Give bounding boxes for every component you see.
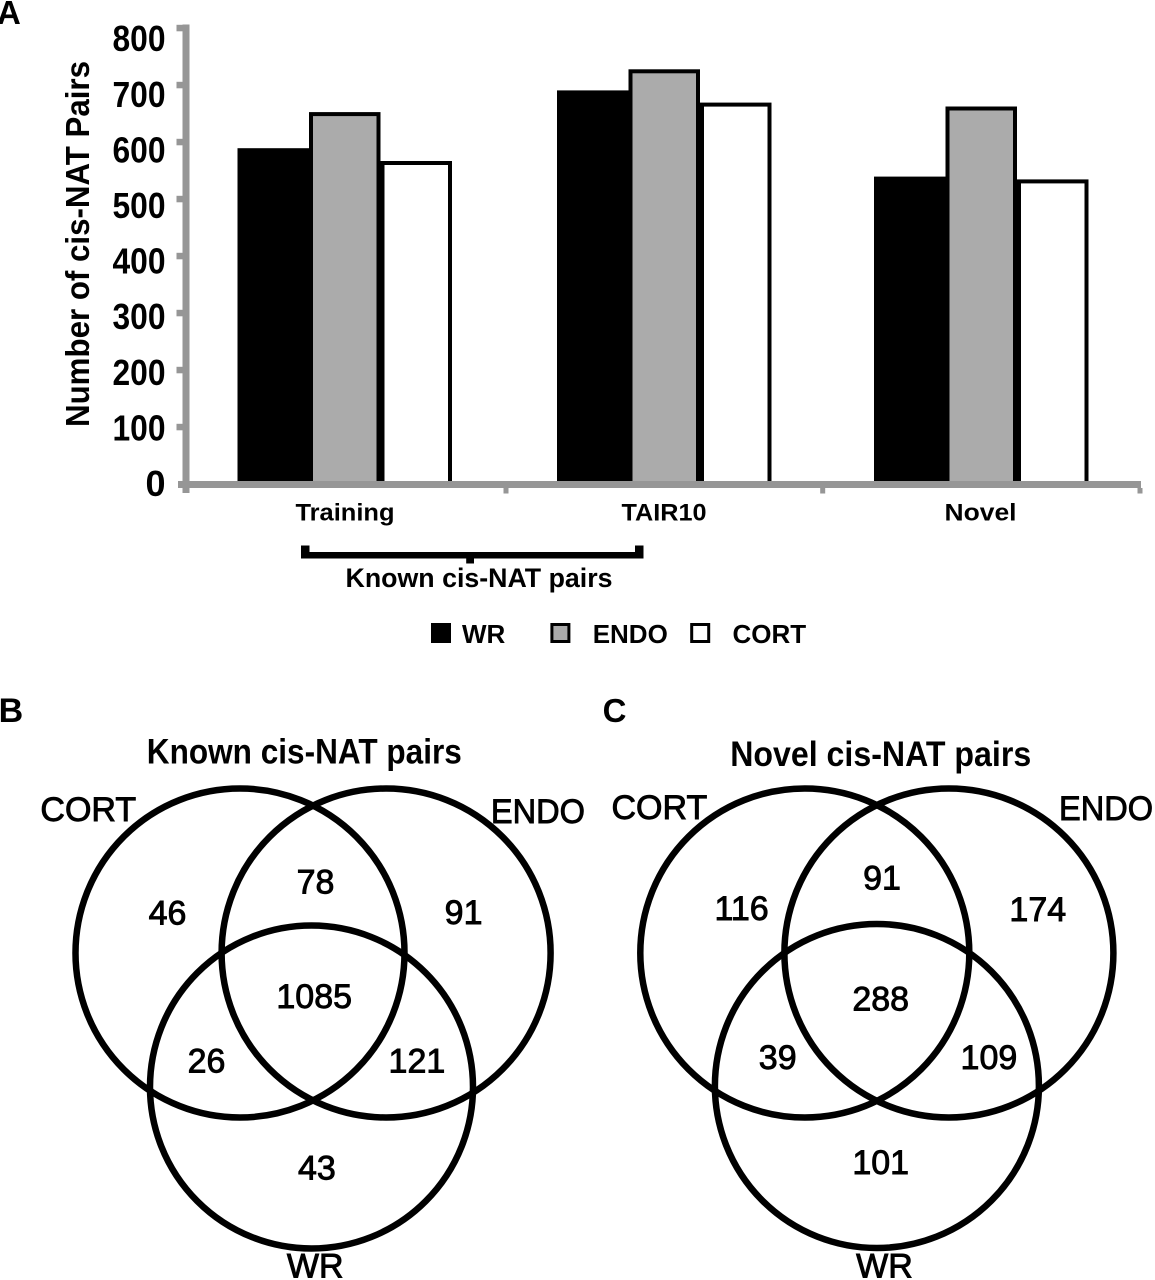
svg-text:Training: Training [296, 500, 395, 527]
svg-text:Number of cis-NAT Pairs: Number of cis-NAT Pairs [59, 61, 96, 427]
svg-text:101: 101 [852, 1144, 909, 1182]
svg-text:116: 116 [714, 890, 768, 928]
svg-text:200: 200 [113, 352, 166, 393]
svg-text:B: B [0, 692, 23, 730]
svg-text:C: C [603, 692, 627, 729]
svg-text:1085: 1085 [276, 978, 352, 1016]
svg-text:39: 39 [759, 1039, 797, 1077]
svg-text:500: 500 [113, 185, 166, 226]
svg-text:174: 174 [1009, 891, 1066, 929]
svg-text:46: 46 [149, 894, 187, 932]
svg-text:700: 700 [113, 74, 166, 115]
svg-text:78: 78 [297, 864, 335, 902]
svg-text:A: A [0, 0, 21, 31]
svg-text:109: 109 [961, 1039, 1018, 1077]
svg-text:300: 300 [113, 296, 166, 337]
svg-text:Known cis-NAT pairs: Known cis-NAT pairs [346, 563, 613, 593]
svg-text:600: 600 [113, 129, 166, 170]
svg-text:CORT: CORT [40, 791, 136, 829]
svg-text:800: 800 [113, 18, 166, 59]
svg-text:Known cis-NAT pairs: Known cis-NAT pairs [147, 733, 462, 772]
svg-text:WR: WR [287, 1247, 344, 1280]
svg-text:ENDO: ENDO [491, 793, 585, 831]
svg-text:400: 400 [113, 241, 166, 282]
svg-text:WR: WR [462, 619, 506, 649]
svg-text:121: 121 [389, 1042, 446, 1080]
svg-text:288: 288 [852, 981, 909, 1019]
svg-text:CORT: CORT [733, 619, 807, 649]
svg-text:Novel: Novel [945, 500, 1017, 527]
svg-text:91: 91 [445, 894, 483, 932]
svg-text:43: 43 [298, 1149, 336, 1187]
svg-text:ENDO: ENDO [593, 619, 668, 649]
svg-text:0: 0 [145, 463, 165, 504]
svg-text:100: 100 [113, 407, 166, 448]
svg-text:CORT: CORT [612, 789, 708, 827]
svg-text:91: 91 [863, 859, 901, 897]
svg-text:ENDO: ENDO [1059, 790, 1153, 828]
svg-text:26: 26 [188, 1042, 226, 1080]
svg-text:TAIR10: TAIR10 [622, 500, 707, 527]
svg-text:WR: WR [856, 1247, 913, 1280]
svg-text:Novel cis-NAT pairs: Novel cis-NAT pairs [730, 735, 1031, 774]
